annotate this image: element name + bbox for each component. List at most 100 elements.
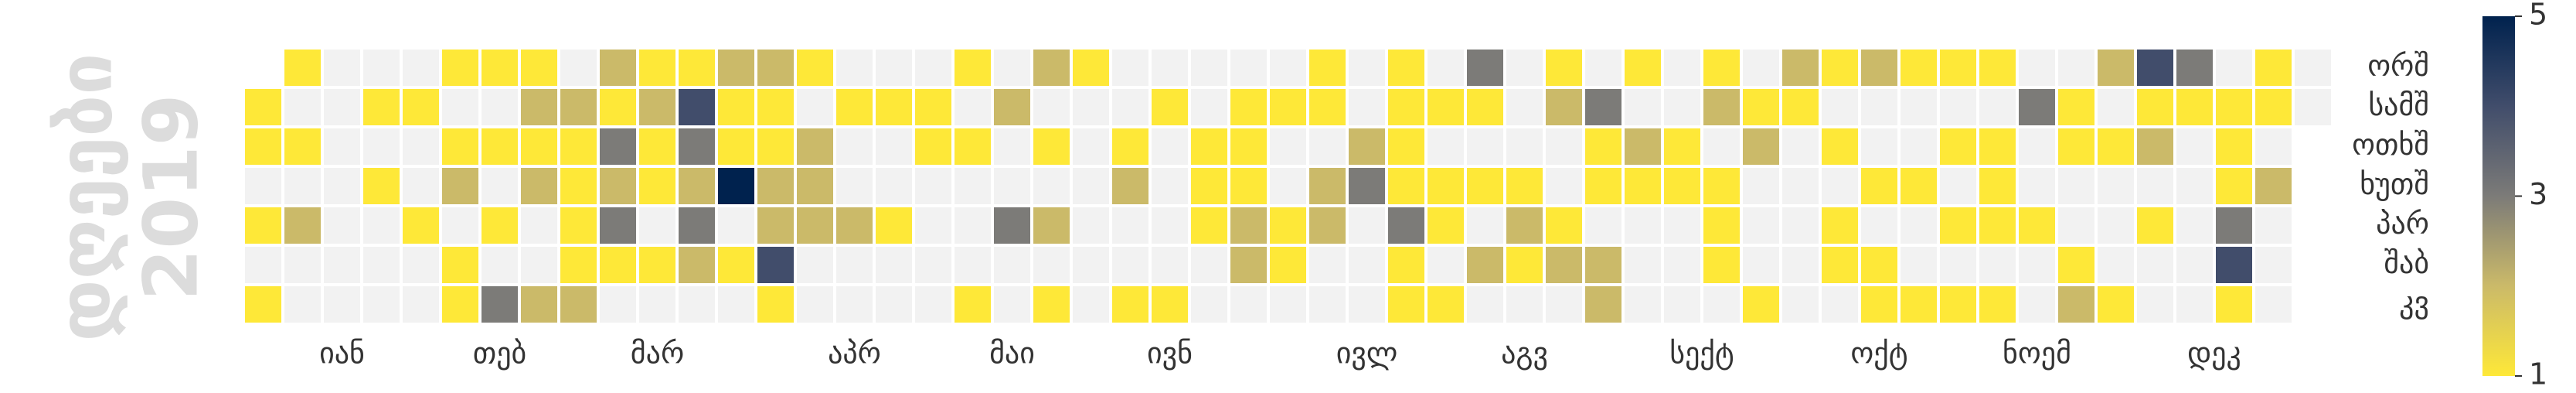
day-cell bbox=[679, 168, 715, 204]
empty-day bbox=[1073, 207, 1109, 244]
empty-day bbox=[1901, 207, 1937, 244]
empty-day bbox=[2216, 50, 2252, 86]
empty-day bbox=[994, 128, 1030, 165]
empty-day bbox=[1152, 247, 1188, 283]
empty-day bbox=[915, 50, 951, 86]
empty-day bbox=[1191, 286, 1227, 323]
day-cell bbox=[600, 89, 636, 125]
month-label: ოქტ bbox=[1850, 337, 1907, 371]
month-label: აპრ bbox=[828, 337, 881, 371]
day-cell bbox=[1546, 247, 1582, 283]
day-cell bbox=[1270, 89, 1306, 125]
day-cell bbox=[1940, 207, 1976, 244]
day-cell bbox=[2216, 247, 2252, 283]
empty-day bbox=[1309, 128, 1346, 165]
empty-day bbox=[1428, 50, 1464, 86]
day-cell bbox=[994, 89, 1030, 125]
empty-day bbox=[1270, 286, 1306, 323]
day-cell bbox=[718, 247, 754, 283]
day-cell bbox=[797, 50, 833, 86]
day-cell bbox=[1861, 50, 1897, 86]
day-cell bbox=[1625, 168, 1661, 204]
day-cell bbox=[2176, 50, 2213, 86]
day-cell bbox=[284, 207, 321, 244]
empty-day bbox=[915, 168, 951, 204]
empty-day bbox=[1979, 247, 2016, 283]
day-cell bbox=[403, 207, 439, 244]
empty-day bbox=[1033, 247, 1070, 283]
day-cell bbox=[1861, 286, 1897, 323]
empty-day bbox=[915, 286, 951, 323]
empty-day bbox=[1782, 168, 1819, 204]
day-cell bbox=[1230, 168, 1267, 204]
day-cell bbox=[1585, 128, 1621, 165]
day-cell bbox=[679, 50, 715, 86]
day-cell bbox=[955, 286, 991, 323]
empty-day bbox=[1782, 128, 1819, 165]
day-cell bbox=[560, 168, 597, 204]
weekday-label: შაბ bbox=[2384, 246, 2429, 280]
day-cell bbox=[718, 50, 754, 86]
day-cell bbox=[836, 89, 873, 125]
empty-day bbox=[1703, 128, 1740, 165]
day-cell bbox=[639, 50, 675, 86]
day-cell bbox=[1230, 207, 1267, 244]
day-cell bbox=[757, 168, 794, 204]
day-cell bbox=[442, 50, 478, 86]
empty-day bbox=[955, 247, 991, 283]
empty-day bbox=[1585, 207, 1621, 244]
day-cell bbox=[757, 89, 794, 125]
day-cell bbox=[1033, 286, 1070, 323]
day-cell bbox=[2176, 89, 2213, 125]
empty-day bbox=[1546, 128, 1582, 165]
month-label: ივლ bbox=[1336, 337, 1398, 371]
month-label: აგვ bbox=[1501, 337, 1548, 371]
empty-day bbox=[836, 286, 873, 323]
empty-day bbox=[1270, 168, 1306, 204]
empty-day bbox=[2098, 247, 2134, 283]
day-cell bbox=[2255, 89, 2292, 125]
day-cell bbox=[1388, 168, 1424, 204]
empty-day bbox=[2098, 168, 2134, 204]
day-cell bbox=[718, 89, 754, 125]
empty-day bbox=[284, 286, 321, 323]
empty-day bbox=[363, 128, 400, 165]
day-cell bbox=[1112, 168, 1148, 204]
weekday-label: ოთხშ bbox=[2352, 128, 2429, 162]
empty-day bbox=[1033, 89, 1070, 125]
empty-day bbox=[1270, 128, 1306, 165]
day-cell bbox=[1191, 207, 1227, 244]
day-cell bbox=[1625, 50, 1661, 86]
empty-day bbox=[1467, 207, 1503, 244]
empty-day bbox=[2176, 247, 2213, 283]
empty-day bbox=[1743, 247, 1779, 283]
day-cell bbox=[1309, 168, 1346, 204]
empty-day bbox=[718, 207, 754, 244]
weekday-label: ხუთშ bbox=[2360, 167, 2429, 201]
day-cell bbox=[482, 286, 518, 323]
empty-day bbox=[482, 168, 518, 204]
day-cell bbox=[1388, 286, 1424, 323]
day-cell bbox=[600, 207, 636, 244]
day-cell bbox=[1388, 50, 1424, 86]
day-cell bbox=[1309, 50, 1346, 86]
day-cell bbox=[1191, 128, 1227, 165]
day-cell bbox=[955, 50, 991, 86]
empty-day bbox=[324, 168, 360, 204]
empty-day bbox=[1822, 89, 1858, 125]
weekday-label: სამშ bbox=[2368, 88, 2429, 122]
day-cell bbox=[1585, 168, 1621, 204]
empty-day bbox=[1546, 286, 1582, 323]
day-cell bbox=[560, 128, 597, 165]
empty-day bbox=[994, 247, 1030, 283]
day-cell bbox=[1979, 286, 2016, 323]
day-cell bbox=[1506, 207, 1543, 244]
day-cell bbox=[757, 50, 794, 86]
day-cell bbox=[1979, 207, 2016, 244]
empty-day bbox=[1664, 89, 1700, 125]
day-cell bbox=[1270, 247, 1306, 283]
empty-day bbox=[1349, 207, 1385, 244]
day-cell bbox=[1979, 50, 2016, 86]
empty-day bbox=[245, 247, 281, 283]
empty-day bbox=[324, 50, 360, 86]
